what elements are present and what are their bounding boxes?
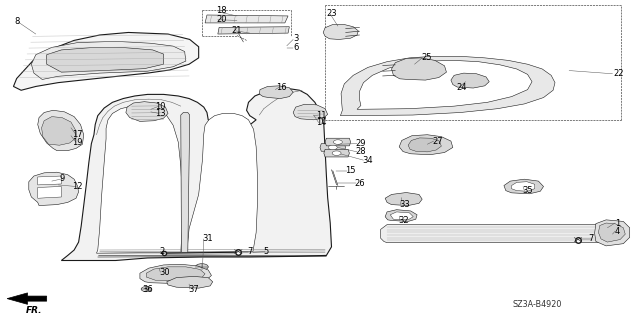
Polygon shape [381,225,623,243]
Polygon shape [392,58,447,80]
Text: 36: 36 [143,285,153,293]
Text: 30: 30 [159,268,170,277]
Circle shape [332,151,341,155]
Text: 7: 7 [247,247,253,256]
Polygon shape [31,41,186,79]
Text: 14: 14 [316,118,326,127]
Text: 26: 26 [355,179,365,188]
Polygon shape [180,113,189,252]
Text: 7: 7 [588,234,593,243]
Polygon shape [42,117,76,145]
Text: 19: 19 [72,138,83,147]
Text: 34: 34 [362,156,372,165]
Text: 15: 15 [346,166,356,175]
Polygon shape [323,25,358,40]
Text: 23: 23 [326,9,337,18]
Polygon shape [187,114,257,252]
Text: 25: 25 [421,53,431,62]
Polygon shape [399,135,453,155]
Polygon shape [29,172,79,205]
Polygon shape [218,27,289,34]
Polygon shape [451,73,489,88]
Polygon shape [140,264,211,283]
Polygon shape [598,223,625,242]
Text: 17: 17 [72,130,83,139]
Text: 29: 29 [356,139,366,148]
Text: 37: 37 [188,285,199,293]
Text: 35: 35 [522,186,532,195]
Polygon shape [13,33,198,90]
Polygon shape [408,138,442,152]
Polygon shape [390,212,413,220]
Circle shape [328,145,337,150]
Polygon shape [167,276,212,288]
Text: 27: 27 [433,137,443,145]
Text: 6: 6 [293,43,298,52]
Text: 3: 3 [293,34,298,43]
Polygon shape [38,176,61,185]
Text: 5: 5 [264,247,269,256]
Polygon shape [97,106,182,253]
Circle shape [333,140,342,144]
Polygon shape [147,267,205,281]
Polygon shape [61,89,332,261]
Text: 24: 24 [457,83,467,92]
Text: 22: 22 [614,69,624,78]
Polygon shape [126,102,168,122]
Text: 9: 9 [60,174,65,183]
Circle shape [195,264,208,270]
Text: SZ3A-B4920: SZ3A-B4920 [513,300,562,309]
Text: 4: 4 [615,227,620,236]
Polygon shape [504,179,543,194]
Text: 2: 2 [159,247,164,256]
Polygon shape [325,138,351,146]
Polygon shape [340,56,555,116]
Text: 21: 21 [232,26,243,35]
Polygon shape [38,187,61,198]
Polygon shape [293,104,328,120]
Polygon shape [385,210,417,221]
Text: 16: 16 [276,83,287,92]
Polygon shape [47,48,164,72]
Text: 20: 20 [216,15,227,24]
Text: 28: 28 [356,147,366,156]
Polygon shape [38,110,84,151]
Polygon shape [7,293,47,304]
Text: 32: 32 [398,216,408,225]
Text: 12: 12 [72,182,83,191]
Polygon shape [595,220,630,246]
Text: 13: 13 [156,109,166,118]
Circle shape [141,286,152,292]
Polygon shape [511,182,534,191]
Text: 11: 11 [316,111,326,120]
Polygon shape [205,15,288,23]
Polygon shape [385,193,422,205]
Text: 31: 31 [202,234,213,243]
Text: 10: 10 [156,102,166,111]
Text: FR.: FR. [26,306,42,315]
Polygon shape [357,60,532,109]
Text: 1: 1 [615,219,620,227]
Polygon shape [320,144,346,151]
Text: 18: 18 [216,6,227,15]
Polygon shape [324,149,349,157]
Polygon shape [259,86,293,99]
Text: 33: 33 [399,200,410,209]
Text: 8: 8 [15,17,20,26]
